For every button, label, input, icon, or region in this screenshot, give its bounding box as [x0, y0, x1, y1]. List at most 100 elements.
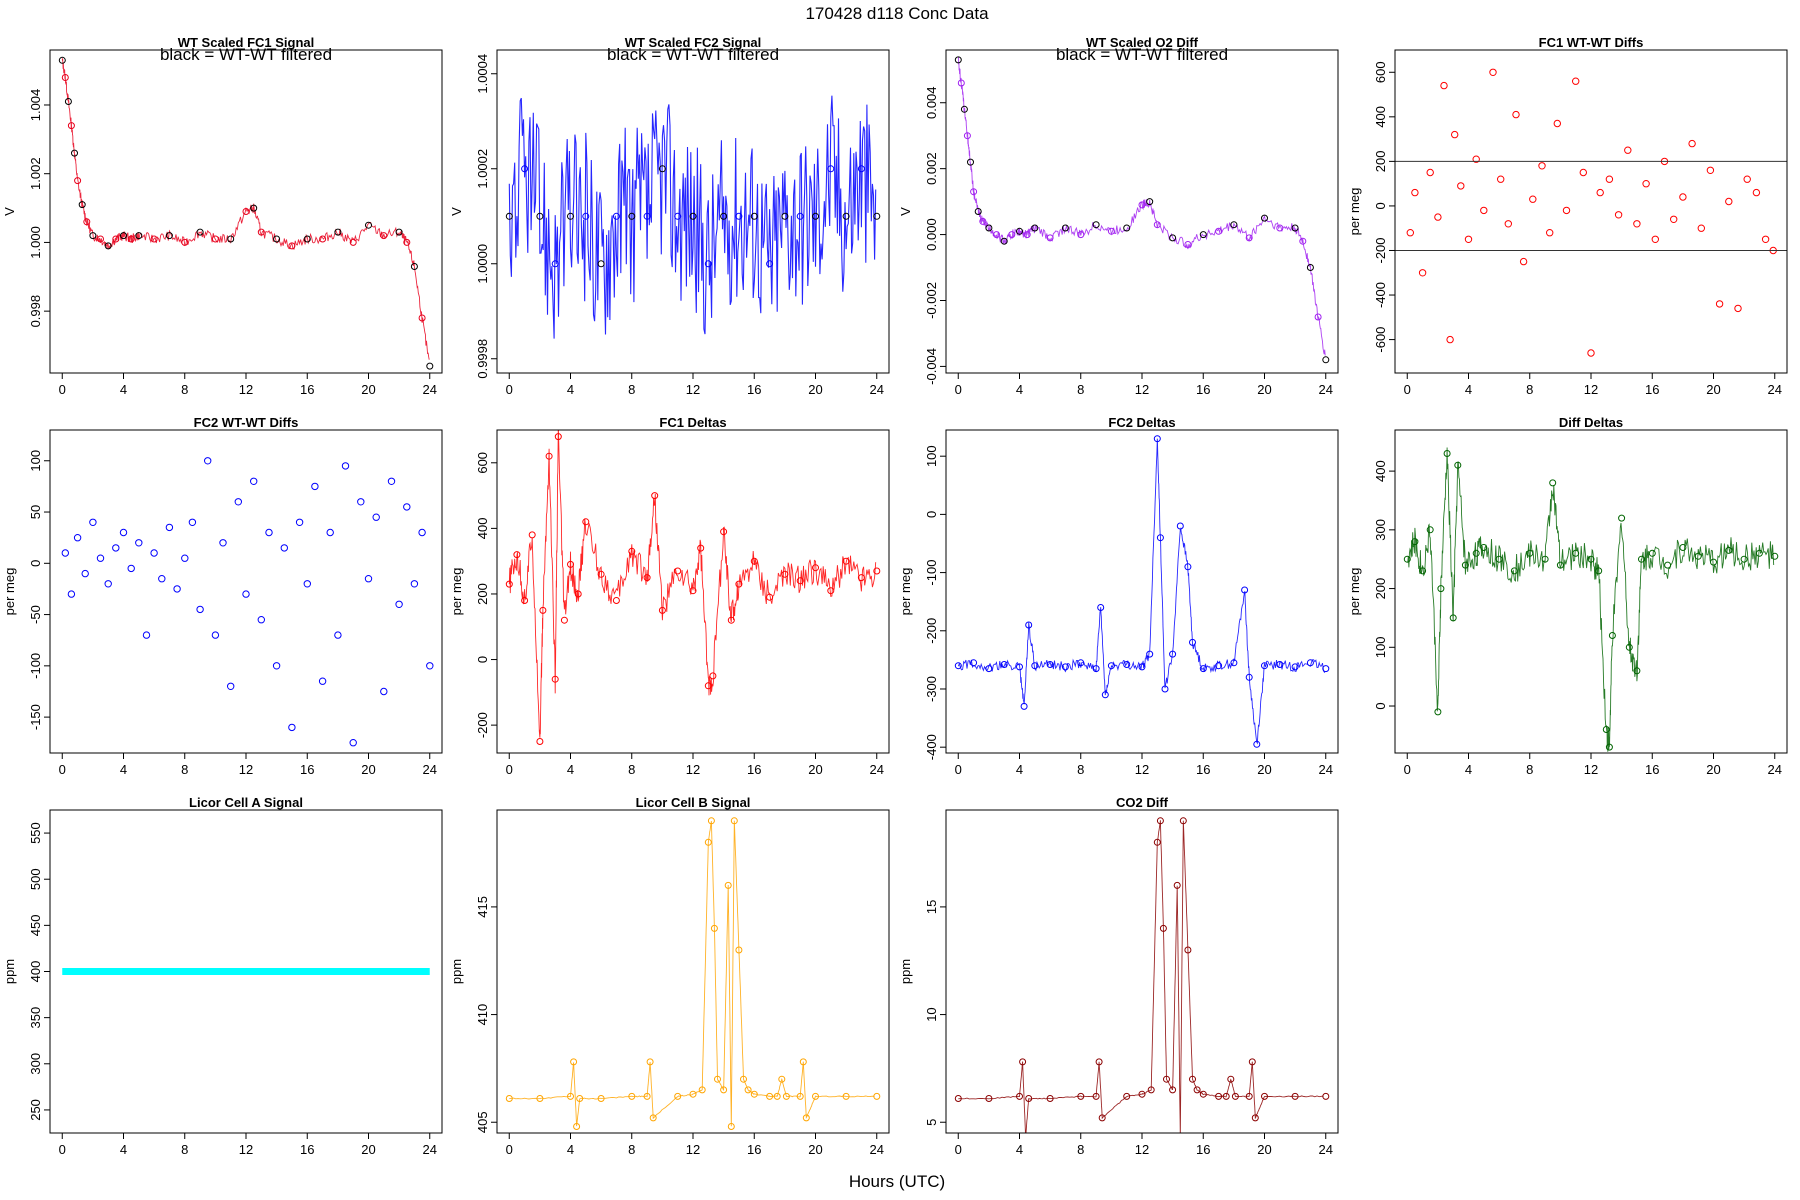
data-point [1276, 661, 1284, 668]
x-tick-label: 4 [567, 382, 574, 397]
data-point [1602, 726, 1610, 733]
plot-frame [49, 49, 443, 374]
data-point [349, 739, 357, 747]
y-tick-label: 0.000 [924, 218, 939, 251]
panel-diff-deltas: Diff Deltas 0 4 8 12 16 20 24 0 100 200 300 400 per m… [1347, 415, 1788, 777]
data-point [1633, 667, 1641, 675]
data-point [250, 204, 258, 212]
data-point [521, 597, 529, 604]
x-tick-label: 20 [1257, 762, 1271, 777]
data-point [766, 1092, 774, 1100]
y-tick-label: 250 [28, 1099, 43, 1121]
data-point [272, 662, 281, 670]
y-tick-label: 0.9998 [475, 339, 490, 379]
y-tick-label: 0.004 [924, 86, 939, 119]
data-point [288, 242, 296, 250]
data-point [709, 672, 717, 680]
data-point [1504, 220, 1513, 228]
data-point [1625, 643, 1633, 651]
data-point [1306, 264, 1314, 271]
data-point [1184, 563, 1192, 571]
panel-title: FC1 WT-WT Diffs [1539, 35, 1644, 50]
y-tick-label: -600 [1373, 327, 1388, 353]
data-point [173, 585, 181, 593]
data-point [1146, 198, 1154, 206]
x-tick-label: 12 [686, 762, 700, 777]
plot-area [505, 430, 881, 745]
data-point [67, 122, 75, 130]
data-point [536, 738, 544, 745]
data-point [704, 682, 712, 690]
y-tick-label: 0 [1373, 202, 1388, 209]
data-point [1443, 450, 1451, 457]
data-point [1016, 1092, 1023, 1100]
data-point [1230, 659, 1238, 667]
data-point [211, 235, 219, 243]
data-point [1245, 673, 1253, 681]
series-trace [957, 57, 1326, 356]
data-point [1299, 237, 1307, 245]
data-point [380, 687, 388, 696]
y-tick-label: 100 [1373, 636, 1388, 658]
data-point [597, 260, 605, 268]
x-tick-label: 20 [361, 762, 375, 777]
y-axis-label: ppm [449, 959, 464, 984]
data-point [1624, 146, 1632, 154]
data-point [842, 557, 850, 565]
data-point [554, 433, 562, 441]
data-point [410, 263, 418, 270]
y-tick-label: 100 [28, 450, 43, 472]
data-point [649, 1114, 657, 1122]
data-point [1215, 662, 1223, 670]
x-tick-label: 0 [506, 382, 513, 397]
x-tick-label: 8 [1077, 382, 1084, 397]
plot-area [61, 457, 434, 747]
data-point [61, 549, 70, 557]
x-tick-label: 4 [1016, 1142, 1023, 1157]
data-point [196, 605, 204, 614]
data-point [1454, 461, 1462, 469]
data-point [1231, 1092, 1239, 1100]
panel-annotation: black = WT-WT filtered [160, 45, 332, 64]
data-point [1549, 479, 1557, 487]
data-point [1276, 224, 1284, 232]
data-point [1596, 188, 1604, 197]
data-point [1020, 702, 1028, 710]
data-point [1153, 221, 1161, 229]
data-point [1193, 1086, 1201, 1094]
x-tick-label: 12 [239, 1142, 253, 1157]
x-tick-label: 20 [361, 382, 375, 397]
x-tick-label: 0 [59, 762, 66, 777]
x-tick-label: 20 [1706, 382, 1720, 397]
x-tick-label: 12 [1584, 382, 1598, 397]
data-point [1031, 224, 1039, 232]
y-tick-label: -150 [28, 704, 43, 730]
x-tick-label: 12 [1135, 382, 1149, 397]
data-point [1023, 1134, 1029, 1140]
x-tick-label: 24 [870, 1142, 884, 1157]
data-point [1176, 522, 1184, 530]
data-point [1179, 817, 1187, 825]
data-point [1031, 662, 1039, 670]
data-point [1605, 175, 1614, 183]
y-tick-label: 200 [475, 583, 490, 605]
data-point [1572, 77, 1580, 85]
y-axis-label: per meg [449, 568, 464, 616]
data-point [710, 924, 718, 932]
data-point [127, 235, 135, 243]
data-point [1169, 234, 1177, 242]
data-point [1755, 549, 1763, 557]
data-point [1495, 555, 1503, 563]
data-point [1261, 662, 1268, 670]
data-point [1322, 356, 1330, 364]
data-point [1169, 650, 1177, 658]
data-point [1123, 224, 1131, 232]
data-point [720, 1086, 728, 1094]
data-point [1097, 604, 1105, 611]
data-point [120, 232, 127, 240]
data-point [1184, 241, 1192, 248]
data-point [985, 224, 993, 232]
data-point [418, 528, 426, 537]
panel-fc2-deltas: FC2 Deltas 0 4 8 12 16 20 24 -400 -300 -200 -100 0 10… [898, 415, 1339, 777]
